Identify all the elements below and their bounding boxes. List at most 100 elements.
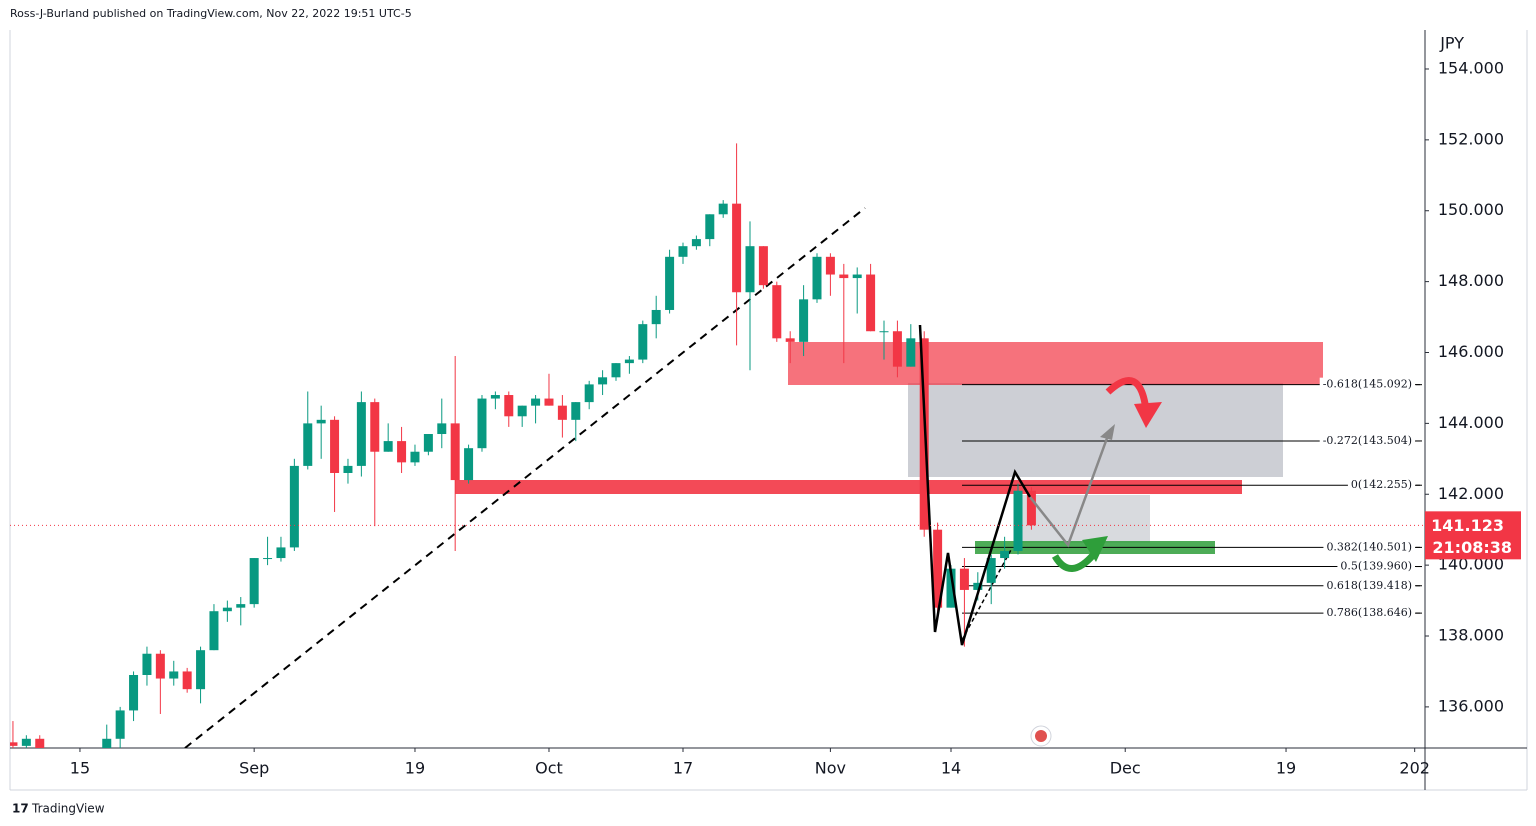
footer: TradingView — [31, 802, 105, 816]
y-tick-label: 152.000 — [1438, 129, 1504, 148]
candle-body — [866, 274, 876, 332]
fib-label-bg — [1337, 559, 1415, 573]
candle-body — [504, 395, 514, 417]
candle-body — [517, 405, 527, 417]
y-tick-label: 140.000 — [1438, 555, 1504, 574]
candle-body — [383, 441, 393, 452]
logo-mark: 𝟭𝟳 — [12, 802, 29, 816]
candle-body — [933, 529, 943, 608]
candle-body — [611, 363, 621, 378]
trendline — [961, 547, 1013, 641]
grey-zone — [908, 383, 1283, 477]
candle-body — [852, 274, 862, 279]
arrow-head — [1100, 424, 1115, 440]
candle-body — [839, 274, 849, 279]
candle-body — [169, 671, 179, 679]
annotations — [184, 207, 1420, 748]
candle-body — [718, 203, 728, 215]
candle-body — [879, 331, 889, 333]
candle-body — [209, 611, 219, 651]
candle-body — [598, 377, 608, 385]
fib-label: 0(142.255) — [1351, 478, 1412, 491]
candle-body — [758, 246, 768, 286]
candle-body — [785, 338, 795, 342]
candle-body — [946, 568, 956, 608]
fib-label: 0.786(138.646) — [1326, 606, 1412, 619]
candle-body — [624, 359, 634, 364]
fib-label: -0.618(145.092) — [1323, 378, 1412, 391]
candle-body — [196, 650, 206, 690]
candle-body — [303, 423, 313, 466]
fib-label: 0.618(139.418) — [1326, 579, 1412, 592]
green-arrow — [1051, 551, 1097, 572]
y-tick-label: 148.000 — [1438, 271, 1504, 290]
candle-body — [236, 604, 246, 608]
candle-body — [557, 405, 567, 420]
candle-body — [678, 246, 688, 257]
x-tick-label: Oct — [535, 759, 563, 778]
candle-body — [1000, 550, 1010, 559]
trendline — [184, 207, 866, 748]
candle-body — [531, 398, 541, 406]
event-icon-flag — [1035, 730, 1047, 742]
candle-body — [732, 203, 742, 293]
price-tag-countdown: 21:08:38 — [1432, 538, 1512, 557]
candle-body — [222, 607, 232, 612]
candle-body — [490, 395, 500, 399]
fib-label-bg — [1319, 377, 1415, 391]
fib-label-bg — [1319, 433, 1415, 447]
x-tick-label: 15 — [70, 759, 90, 778]
candle-body — [21, 738, 31, 746]
x-tick-label: Nov — [815, 759, 846, 778]
candle-body — [35, 738, 45, 748]
candle-body — [772, 285, 782, 339]
candle-body — [906, 338, 916, 367]
candle-body — [10, 742, 18, 746]
currency-label: JPY — [1439, 34, 1464, 53]
candle-body — [691, 239, 701, 247]
candle-body — [316, 419, 326, 424]
fib-label-bg — [1347, 478, 1415, 492]
candle-body — [812, 256, 822, 300]
y-tick-label: 142.000 — [1438, 484, 1504, 503]
zigzag — [918, 324, 1032, 646]
candle-body — [825, 256, 835, 275]
candle-body — [356, 402, 366, 466]
y-tick-label: 154.000 — [1438, 58, 1504, 77]
price-tag-value: 141.123 — [1431, 516, 1504, 535]
x-tick-label: 14 — [941, 759, 961, 778]
candle-body — [410, 451, 420, 463]
candle-body — [263, 558, 273, 560]
candle-body — [705, 214, 715, 240]
arrow-head — [1134, 402, 1162, 428]
candle-body — [182, 671, 192, 690]
red-zone — [788, 342, 1323, 385]
candle-body — [330, 419, 340, 473]
x-tick-label: 19 — [405, 759, 425, 778]
candle-body — [464, 448, 474, 481]
candle-body — [651, 309, 661, 325]
candle-body — [584, 384, 594, 403]
red-arrow — [1105, 377, 1150, 411]
candle-body — [129, 674, 139, 711]
candle-body — [745, 246, 755, 293]
x-tick-label: Dec — [1110, 759, 1141, 778]
fib-label: -0.272(143.504) — [1323, 434, 1412, 447]
annotations — [918, 324, 1162, 747]
candle-body — [1013, 490, 1023, 551]
y-tick-label: 144.000 — [1438, 413, 1504, 432]
candle-body — [799, 299, 809, 342]
projection-arrow — [1029, 429, 1112, 548]
arrow-head — [1082, 536, 1108, 562]
y-tick-label: 150.000 — [1438, 200, 1504, 219]
price-tag — [1425, 511, 1521, 560]
candle-body — [289, 465, 299, 548]
y-tick-label: 146.000 — [1438, 342, 1504, 361]
candle-body — [370, 402, 380, 452]
candle-body — [423, 434, 433, 452]
x-tick-label: 202 — [1399, 759, 1430, 778]
candle-body — [115, 710, 125, 739]
header: Ross-J-Burland published on TradingView.… — [10, 7, 412, 20]
